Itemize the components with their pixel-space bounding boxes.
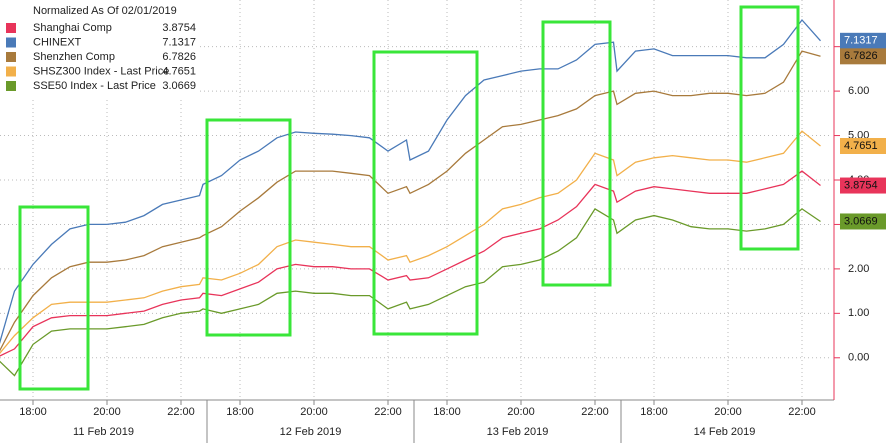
x-tick-label: 22:00 [788, 406, 816, 418]
highlight-box [205, 118, 292, 337]
x-group-label: 11 Feb 2019 [73, 426, 134, 438]
legend-swatch [6, 37, 16, 48]
legend-swatch [6, 52, 16, 62]
legend-swatch [6, 23, 16, 33]
highlight-box [372, 50, 479, 336]
value-tag [840, 213, 886, 230]
x-tick-label: 18:00 [19, 406, 47, 418]
x-tick-label: 18:00 [433, 406, 461, 418]
y-tick-label: 1.00 [848, 307, 869, 319]
legend-label: Shanghai Comp [33, 22, 112, 34]
grid [0, 0, 832, 400]
y-tick-label: 6.00 [848, 85, 869, 97]
legend-label: Shenzhen Comp [33, 51, 115, 63]
value-tag-label: 6.7826 [844, 50, 878, 62]
highlights [18, 5, 800, 391]
value-tag [840, 48, 886, 65]
legend-title: Normalized As Of 02/01/2019 [33, 5, 177, 17]
legend-value: 4.7651 [162, 65, 196, 77]
legend-label: SSE50 Index - Last Price [33, 80, 156, 92]
highlight-box [18, 205, 90, 391]
legend-swatch [6, 81, 16, 91]
legend-swatch [6, 66, 16, 77]
x-tick-label: 20:00 [507, 406, 535, 418]
x-tick-label: 20:00 [714, 406, 742, 418]
value-tag-label: 3.0669 [844, 215, 878, 227]
y-tick-label: 2.00 [848, 263, 869, 275]
series-line [0, 208, 821, 377]
x-tick-label: 22:00 [581, 406, 609, 418]
value-tag-label: 4.7651 [844, 140, 878, 152]
value-tag-label: 3.8754 [844, 179, 878, 191]
series-line [0, 50, 821, 352]
series-line [0, 130, 821, 355]
x-group-label: 14 Feb 2019 [694, 426, 756, 438]
legend-label: CHINEXT [33, 36, 82, 48]
legend-value: 3.0669 [162, 80, 196, 92]
value-tag [840, 137, 886, 154]
series-line [0, 18, 821, 345]
legend-box [0, 0, 200, 98]
x-group-label: 13 Feb 2019 [487, 426, 549, 438]
value-tag-label: 7.1317 [844, 35, 878, 47]
x-tick-label: 18:00 [226, 406, 254, 418]
legend: Normalized As Of 02/01/2019 Shanghai Com… [0, 0, 200, 98]
value-tag [840, 32, 886, 49]
y-tick-label: 0.00 [848, 352, 869, 364]
x-group-label: 12 Feb 2019 [280, 426, 342, 438]
highlight-box [541, 20, 612, 287]
x-tick-label: 20:00 [93, 406, 121, 418]
x-tick-label: 18:00 [640, 406, 668, 418]
legend-label: SHSZ300 Index - Last Price [33, 65, 169, 77]
legend-value: 7.1317 [162, 36, 196, 48]
legend-value: 3.8754 [162, 22, 196, 34]
legend-value: 6.7826 [162, 51, 196, 63]
x-tick-label: 20:00 [300, 406, 328, 418]
x-tick-label: 22:00 [374, 406, 402, 418]
value-tag [840, 177, 886, 194]
series-line [0, 170, 821, 357]
x-tick-label: 22:00 [167, 406, 195, 418]
highlight-box [739, 5, 800, 251]
plot [0, 18, 821, 377]
